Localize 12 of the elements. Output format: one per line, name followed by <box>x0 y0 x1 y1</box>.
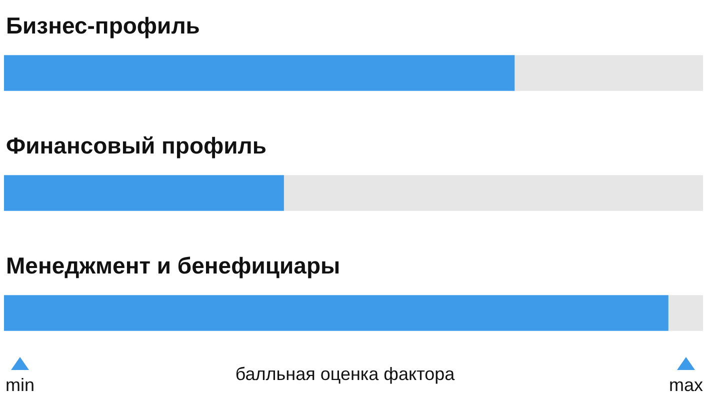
bar <box>514 55 703 91</box>
y-tick-label: Бизнес-профиль <box>6 12 200 38</box>
bar <box>668 295 703 331</box>
bar <box>4 55 515 91</box>
y-tick-label: Менеджмент и бенефициары <box>6 252 340 278</box>
text: max <box>668 374 704 395</box>
x-axis-title: балльная оценка фактора <box>235 364 456 384</box>
bar <box>4 175 284 211</box>
y-tick-label: Финансовый профиль <box>6 132 267 158</box>
bar <box>283 175 703 211</box>
text: min <box>5 374 35 395</box>
bar <box>4 295 668 331</box>
